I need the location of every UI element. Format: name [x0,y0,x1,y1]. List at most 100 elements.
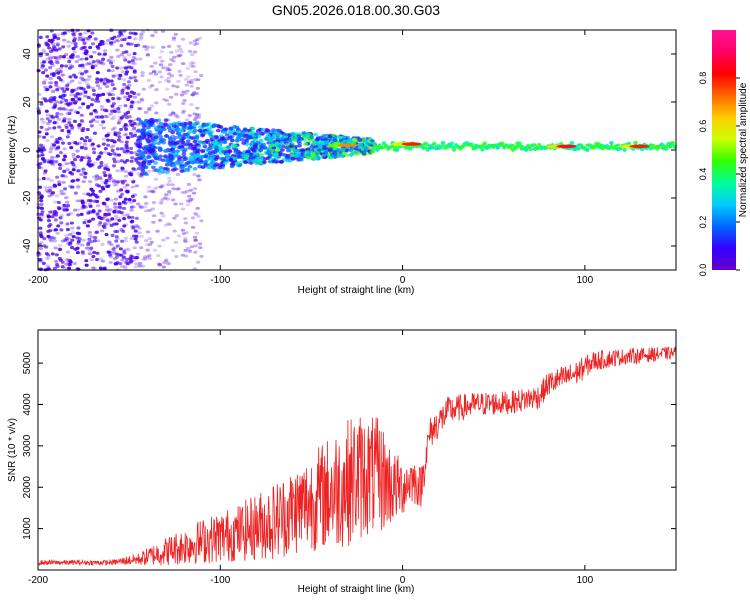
spectrogram-cell [97,165,102,169]
spectrogram-cell [132,133,137,138]
spectrogram-cell [123,197,128,201]
spectrogram-cell [125,91,130,95]
spectrogram-cell [58,107,63,111]
spectrogram-cell [323,150,329,155]
spectrogram-cell [113,197,119,201]
spectrogram-cell [119,127,124,132]
spectrogram-cell [100,42,105,46]
spectrogram-cell [123,112,128,116]
spectrogram-cell [39,102,44,106]
spectrogram-cell [186,194,192,198]
spectrogram-cell [79,113,84,117]
spectrogram-cell [94,110,99,114]
spectrogram-cell [183,77,189,81]
spectrogram-cell [136,172,142,176]
spectrogram-cell [92,151,97,155]
spectrogram-cell [52,143,57,147]
spectrogram-cell [170,198,176,202]
spectrogram-cell [114,73,120,77]
spectrogram-cell [206,165,212,170]
spectrogram-cell [59,192,64,196]
spectrogram-cell [78,32,83,36]
spectrogram-cell [71,155,77,159]
spectrogram-cell [165,197,171,201]
spectrogram-cell [66,44,71,48]
spectrogram-cell [166,72,172,76]
spectrogram-cell [230,144,236,148]
spectrogram-cell [89,258,95,262]
spectrogram-cell [166,176,172,180]
spectrogram-cell [250,140,256,145]
spectrogram-cell [67,266,72,270]
spectrogram-cell [83,90,88,94]
spectrogram-cell [132,69,137,73]
spectrogram-cell [269,148,275,153]
spectrogram-cell [52,105,57,109]
spectrogram-cell [62,203,67,207]
spectrogram-cell [76,169,81,173]
spectrogram-cell [132,246,137,250]
spectrogram-cell [136,166,142,171]
spectrogram-cell [80,250,85,254]
spectrogram-cell [38,35,43,39]
spectrogram-cell [179,202,184,206]
spectrogram-cell [48,66,53,70]
spectrogram-cell [135,255,140,260]
spectrogram-cell [139,235,144,239]
spectrogram-cell [136,129,141,133]
spectrogram-cell [57,182,62,187]
spectrogram-cell [59,112,64,116]
spectrogram-cell [52,35,57,40]
spectrogram-cell [363,146,369,150]
spectrogram-cell [72,119,77,123]
spectrogram-cell [150,207,155,211]
spectrogram-cell [117,202,122,206]
spectrogram-cell [42,148,47,152]
spectrogram-cell [136,100,141,104]
spectrogram-cell [52,126,57,130]
spectrogram-cell [73,45,78,49]
spectrogram-cell [111,250,117,254]
spectrogram-cell [49,161,54,165]
spectrogram-cell [181,109,187,113]
spectrogram-cell [192,43,198,47]
spectrogram-cell [234,161,240,166]
spectrogram-cell [63,52,69,56]
spectrogram-cell [167,190,172,194]
spectrogram-cell [271,159,277,164]
spectrogram-cell [186,75,191,79]
spectrogram-cell [68,260,73,264]
spectrogram-cell [129,236,134,240]
spectrogram-cell [129,42,135,46]
spectrogram-cell [172,216,177,220]
spectrogram-cell [187,126,193,130]
spectrogram-cell [89,246,94,250]
spectrogram-cell [128,131,133,136]
spectrogram-cell [39,235,44,239]
spectrogram-cell [48,77,53,81]
spectrogram-cell [127,215,132,219]
spectrogram-cell [53,218,58,222]
spectrogram-cell [109,138,114,143]
spectrogram-cell [136,202,141,206]
spectrogram-cell [52,45,57,49]
spectrogram-cell [106,168,111,172]
spectrogram-cell [133,265,138,269]
spectrogram-cell [94,174,99,178]
snr-x-ticks: -200 -100 0 100 [28,330,594,586]
spectrogram-cell [219,156,224,161]
spectrogram-cell [125,70,130,74]
spectrogram-cell [102,49,108,53]
spectrogram-cell [174,254,179,258]
spectrogram-cell [65,87,70,91]
spectrogram-cell [173,202,178,206]
spectrogram-cell [159,211,164,215]
spectrogram-cell [159,50,164,54]
spectrogram-cell [45,117,50,121]
spectrogram-cell [371,141,377,146]
spectrogram-cell [166,102,172,106]
spectrogram-cell [110,128,115,132]
spectrogram-cell [177,135,183,140]
spectrogram-cell [266,150,272,155]
